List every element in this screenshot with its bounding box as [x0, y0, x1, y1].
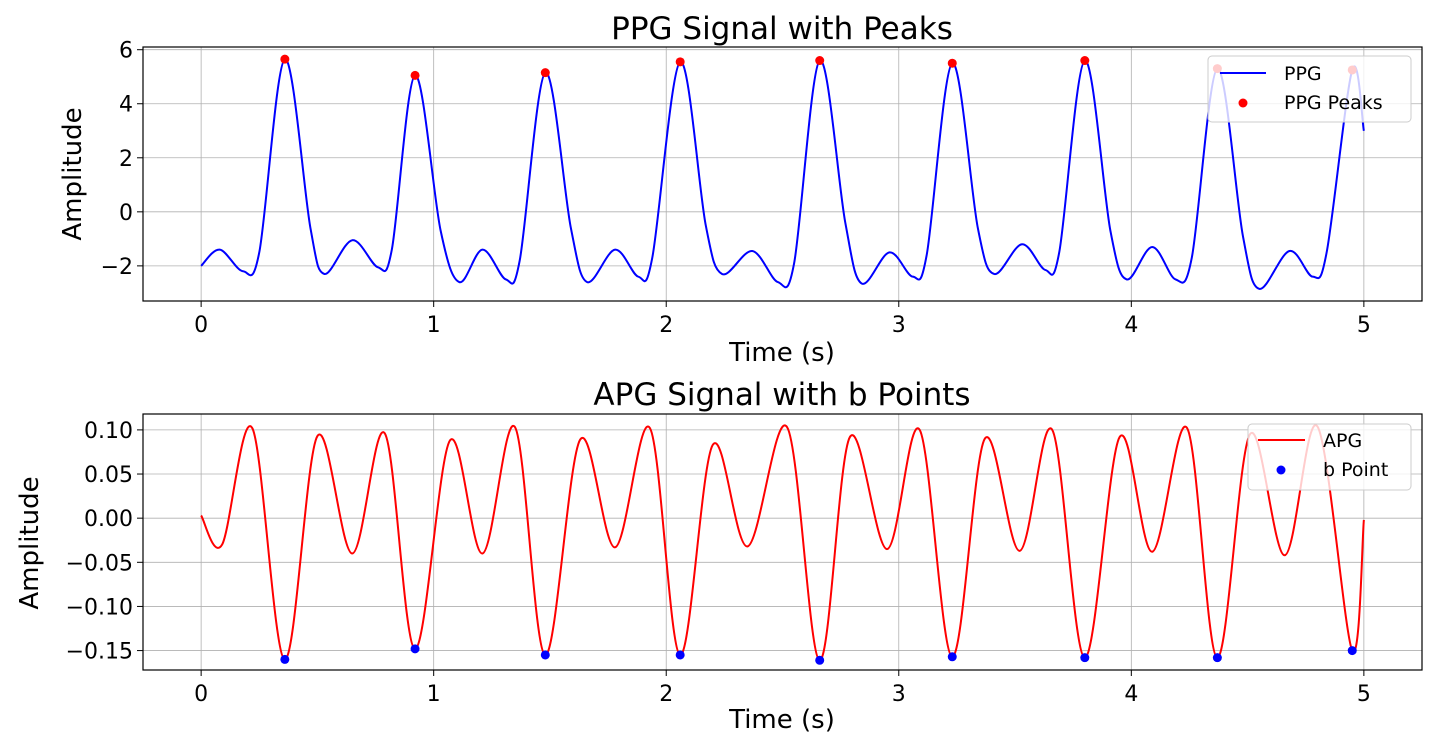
ppg-legend-marker-swatch — [1238, 98, 1248, 108]
ppg-x-tick-label: 4 — [1124, 313, 1138, 338]
ppg-y-tick-label: 6 — [119, 39, 133, 64]
ppg-legend-label-peaks: PPG Peaks — [1284, 92, 1383, 114]
apg-x-tick-label: 5 — [1357, 682, 1371, 707]
apg-y-tick-label: 0.00 — [84, 507, 133, 532]
ppg-y-tick-label: 2 — [119, 147, 133, 172]
ppg-chart: PPG Signal with Peaks 0 1 2 3 4 5 −2 0 2 4 6 Time… — [58, 11, 1423, 368]
apg-x-tick-label: 3 — [892, 682, 906, 707]
ppg-x-tick-label: 5 — [1357, 313, 1371, 338]
ppg-marker-point — [947, 58, 957, 68]
apg-marker-point — [675, 650, 685, 660]
ppg-x-tick-label: 0 — [194, 313, 208, 338]
ppg-series — [200, 54, 1365, 290]
ppg-legend: PPG PPG Peaks — [1207, 55, 1412, 123]
apg-legend-label-b-point: b Point — [1323, 459, 1388, 481]
ppg-marker-point — [815, 56, 825, 66]
ppg-y-axis-label: Amplitude — [58, 107, 88, 240]
ppg-x-tick-label: 2 — [659, 313, 673, 338]
ppg-x-tick-label: 1 — [427, 313, 441, 338]
apg-plot-frame — [142, 413, 1423, 671]
apg-x-ticks: 0 1 2 3 4 5 — [194, 670, 1371, 707]
ppg-marker-point — [280, 54, 290, 64]
ppg-x-tick-label: 3 — [892, 313, 906, 338]
apg-marker-point — [1347, 646, 1357, 656]
apg-marker-point — [1080, 653, 1090, 663]
apg-marker-point — [540, 650, 550, 660]
apg-marker-point — [410, 644, 420, 654]
apg-chart-title: APG Signal with b Points — [593, 377, 970, 413]
apg-marker-point — [280, 654, 290, 664]
apg-grid — [143, 414, 1422, 670]
apg-y-tick-label: 0.05 — [84, 463, 133, 488]
apg-x-axis-label: Time (s) — [728, 705, 835, 735]
apg-x-tick-label: 1 — [427, 682, 441, 707]
ppg-marker-point — [540, 68, 550, 78]
apg-y-tick-label: −0.10 — [66, 595, 133, 620]
ppg-y-tick-label: −2 — [101, 255, 133, 280]
ppg-legend-label-ppg: PPG — [1284, 63, 1322, 85]
ppg-chart-title: PPG Signal with Peaks — [611, 11, 953, 47]
ppg-y-tick-label: 4 — [119, 93, 133, 118]
apg-x-tick-label: 0 — [194, 682, 208, 707]
apg-legend: APG b Point — [1247, 423, 1412, 491]
apg-y-tick-label: −0.05 — [66, 551, 133, 576]
apg-series-line — [200, 424, 1365, 662]
apg-x-tick-label: 4 — [1124, 682, 1138, 707]
ppg-y-tick-label: 0 — [119, 201, 133, 226]
apg-series — [200, 424, 1365, 665]
ppg-x-ticks: 0 1 2 3 4 5 — [194, 301, 1371, 338]
apg-y-ticks: 0.10 0.05 0.00 −0.05 −0.10 −0.15 — [66, 419, 143, 665]
ppg-y-ticks: −2 0 2 4 6 — [101, 39, 143, 280]
ppg-x-axis-label: Time (s) — [728, 338, 835, 368]
apg-legend-marker-swatch — [1276, 465, 1286, 475]
apg-marker-point — [947, 652, 957, 662]
apg-y-axis-label: Amplitude — [15, 476, 45, 609]
apg-chart: APG Signal with b Points 0 1 2 3 4 5 0.10 0.05… — [15, 377, 1423, 735]
apg-x-tick-label: 2 — [659, 682, 673, 707]
ppg-marker-point — [675, 57, 685, 67]
ppg-marker-point — [410, 70, 420, 80]
apg-marker-point — [1212, 653, 1222, 663]
apg-y-tick-label: 0.10 — [84, 419, 133, 444]
ppg-plot-frame — [142, 46, 1423, 302]
ppg-marker-point — [1080, 56, 1090, 66]
apg-y-tick-label: −0.15 — [66, 640, 133, 665]
apg-marker-point — [815, 655, 825, 665]
ppg-series-line — [200, 58, 1365, 290]
apg-legend-label-apg: APG — [1323, 430, 1362, 452]
